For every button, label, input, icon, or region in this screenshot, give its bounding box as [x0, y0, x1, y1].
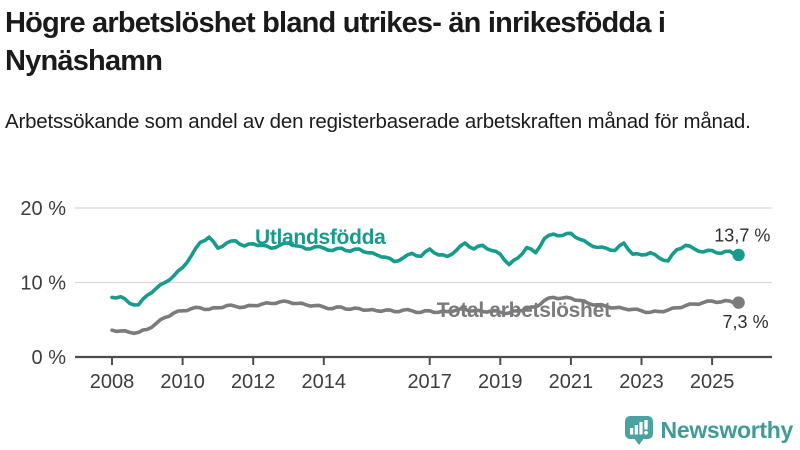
series-line-utlandsfodda [110, 231, 741, 307]
series-label-utlandsfodda: Utlandsfödda [255, 226, 386, 249]
x-axis-label-2021: 2021 [549, 371, 594, 393]
line-chart: 20 % 10 % 0 % 2008 2010 2012 2014 2017 2019 2021 2… [20, 198, 772, 393]
end-value-label-total: 7,3 % [723, 312, 769, 332]
series-end-dot-total [732, 296, 745, 309]
page-title-line1: Högre arbetslöshet bland utrikes- än inr… [5, 7, 666, 39]
x-axis-label-2014: 2014 [302, 371, 347, 393]
series-label-total: Total arbetslöshet [437, 299, 611, 322]
x-axis-label-2023: 2023 [619, 371, 664, 393]
newsworthy-brand-text: Newsworthy [660, 417, 794, 443]
x-axis-label-2017: 2017 [407, 371, 452, 393]
page-title-line2: Nynäshamn [5, 45, 163, 77]
newsworthy-bubble-icon [624, 416, 653, 445]
series-line-total [110, 295, 741, 336]
chart-subtitle: Arbetssökande som andel av den registerb… [5, 110, 751, 133]
end-value-label-utlandsfodda: 13,7 % [714, 226, 770, 246]
x-axis-label-2008: 2008 [90, 371, 135, 393]
y-axis-label-20: 20 % [20, 198, 66, 220]
x-axis-label-2019: 2019 [478, 371, 523, 393]
newsworthy-logo[interactable]: Newsworthy [624, 415, 793, 446]
y-axis-label-0: 0 % [32, 347, 67, 369]
series-end-dot-utlandsfodda [732, 248, 745, 262]
chart-area: 20 % 10 % 0 % 2008 2010 2012 2014 2017 2019 2021 2… [0, 192, 800, 404]
x-axis-label-2025: 2025 [690, 371, 735, 393]
y-axis-label-10: 10 % [20, 273, 66, 295]
x-axis-label-2010: 2010 [160, 371, 205, 393]
x-axis-label-2012: 2012 [231, 371, 276, 393]
chart-header: Högre arbetslöshet bland utrikes- än inr… [5, 4, 797, 136]
